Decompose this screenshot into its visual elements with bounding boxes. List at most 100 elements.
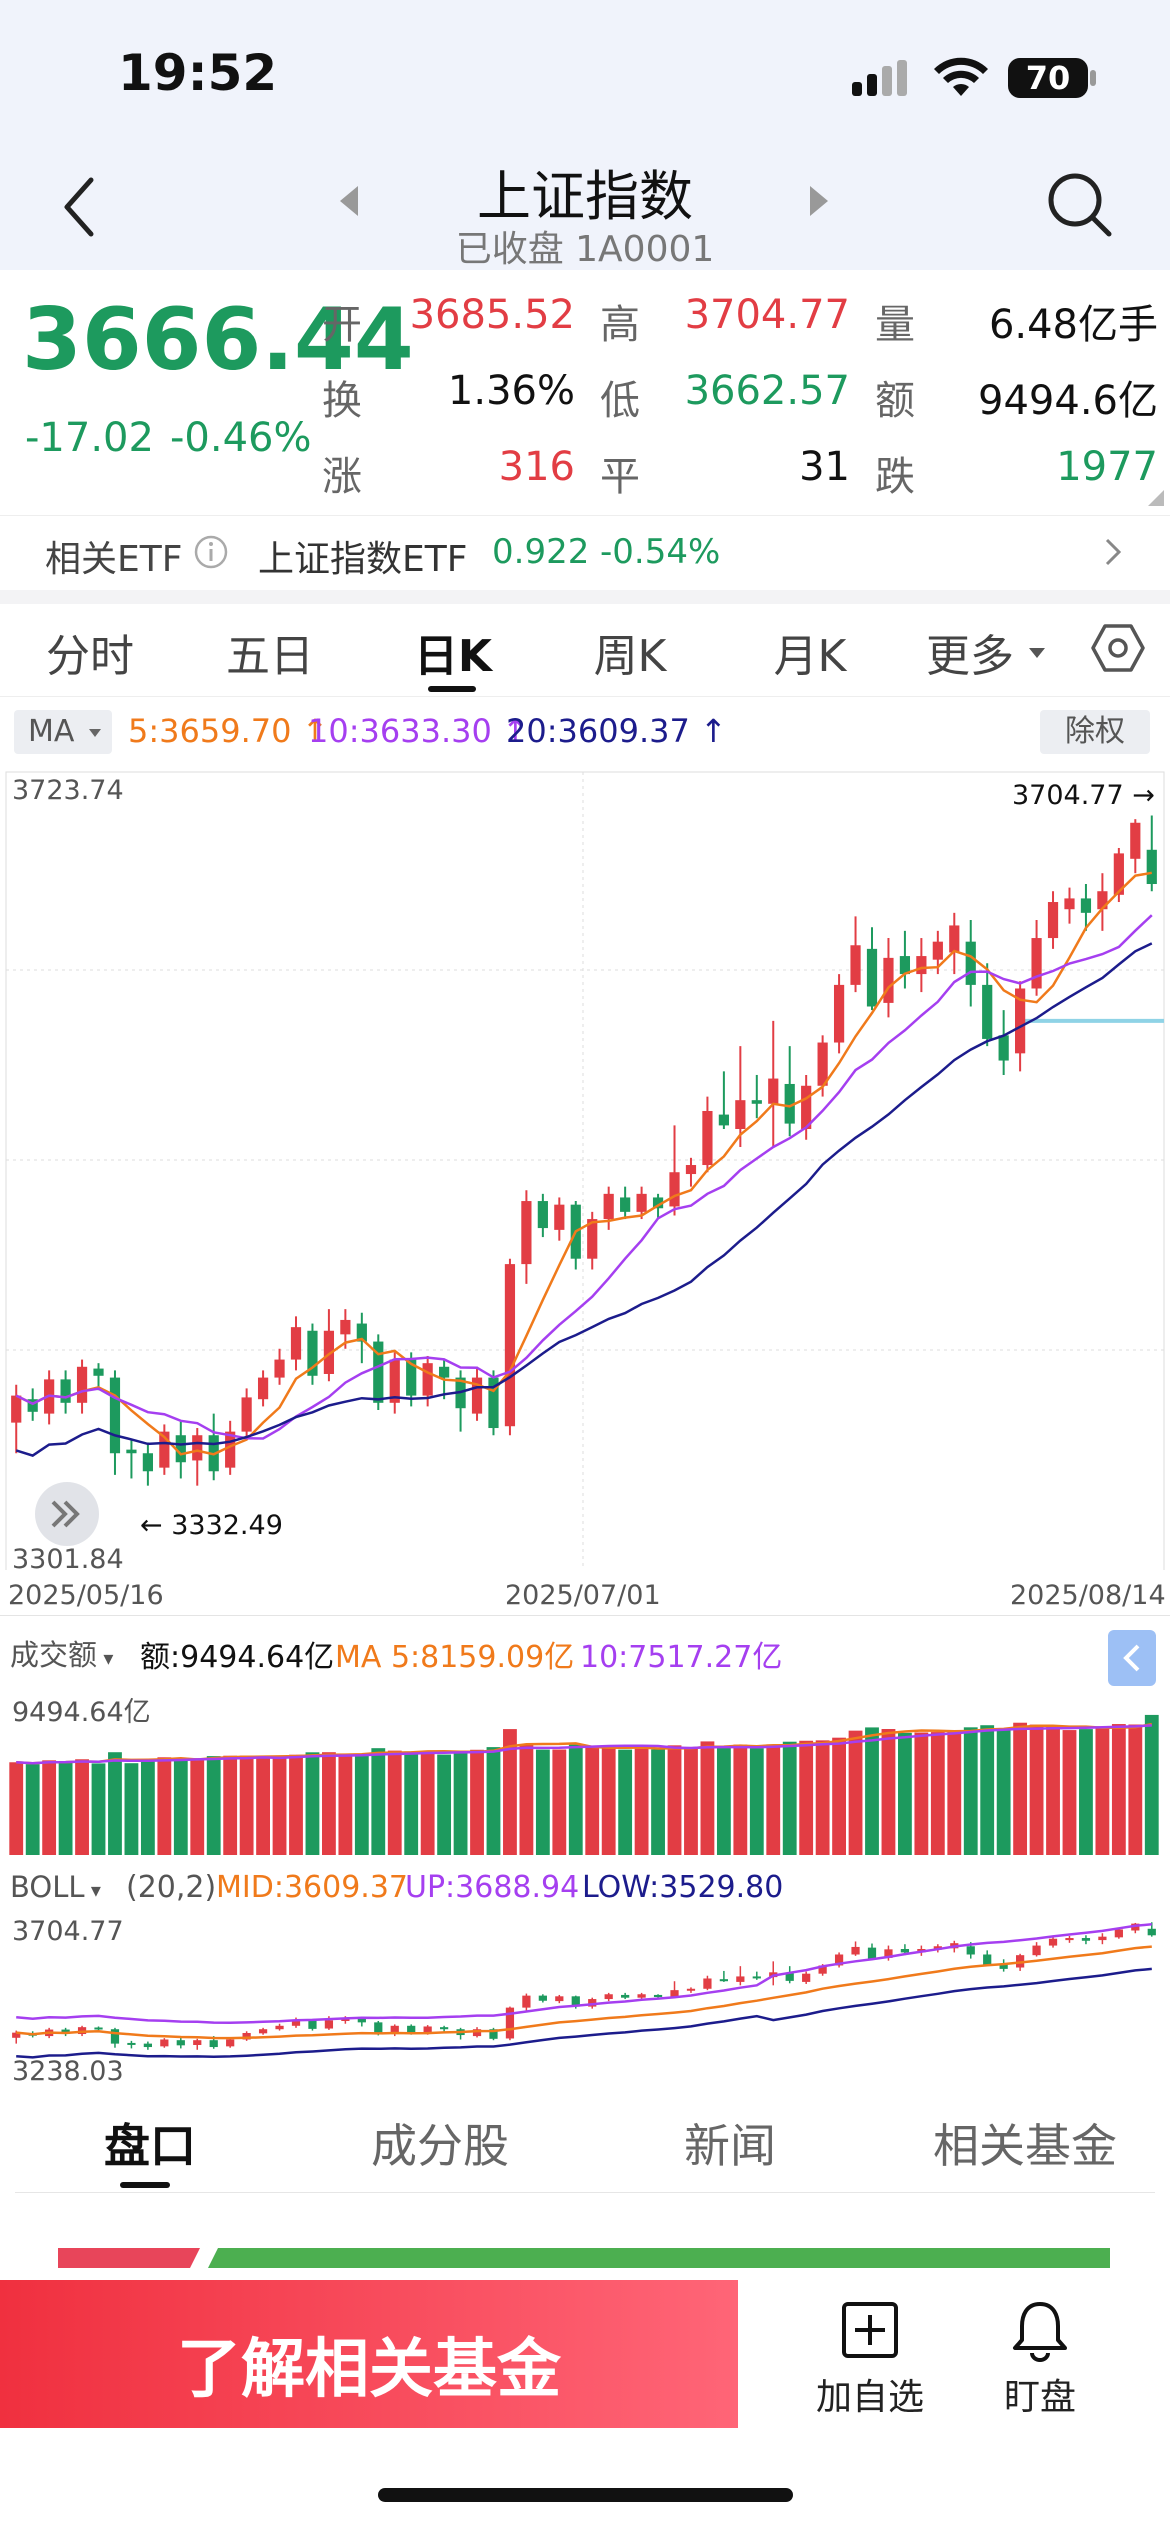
volume-chart xyxy=(9,1714,1159,1855)
volume-bar xyxy=(124,1763,139,1855)
volume-ma10: 10:7517.27亿 xyxy=(580,1640,783,1675)
tab-news[interactable]: 新闻 xyxy=(684,2119,776,2173)
boll-mid: MID:3609.37 xyxy=(216,1870,408,1905)
boll-low-line xyxy=(16,1967,1152,2059)
up-down-ratio-bar xyxy=(58,2248,1110,2268)
candle xyxy=(768,1078,779,1104)
chevron-right-icon[interactable] xyxy=(1103,536,1125,568)
ma10-line xyxy=(15,914,1153,1440)
kline-y-bottom: 3301.84 xyxy=(12,1544,124,1575)
boll-candle xyxy=(999,1964,1008,1969)
volume-bar xyxy=(980,1725,995,1855)
boll-candle xyxy=(193,2040,202,2045)
volume-bar xyxy=(173,1758,188,1855)
boll-candle xyxy=(472,2029,482,2037)
learn-funds-button[interactable]: 了解相关基金 xyxy=(0,2280,738,2428)
ma-selector[interactable]: MA xyxy=(14,710,112,754)
info-icon[interactable] xyxy=(193,534,229,570)
etf-label: 相关ETF xyxy=(45,539,183,580)
tab-daily-k[interactable]: 日K xyxy=(413,631,493,682)
tab-five-day[interactable]: 五日 xyxy=(226,631,314,682)
candle xyxy=(1064,898,1075,910)
candle xyxy=(504,1264,516,1427)
bell-icon xyxy=(1013,2302,1067,2362)
volume-bar xyxy=(157,1757,172,1855)
boll-candle xyxy=(1098,1936,1107,1941)
up-arrow-icon: ↑ xyxy=(491,712,529,750)
boll-candle xyxy=(390,2025,399,2035)
boll-candle xyxy=(324,2020,334,2029)
boll-candle xyxy=(160,2039,169,2047)
volume-bar xyxy=(470,1749,484,1855)
volume-bar xyxy=(667,1745,682,1855)
boll-candle xyxy=(489,2029,498,2039)
volume-bar xyxy=(305,1752,320,1855)
volume-bar xyxy=(947,1730,962,1855)
tab-intraday[interactable]: 分时 xyxy=(46,631,134,682)
boll-candle xyxy=(423,2026,432,2033)
prev-index-icon[interactable] xyxy=(336,184,362,218)
volume-bar xyxy=(618,1749,633,1855)
volume-selector[interactable]: 成交额 ▾ xyxy=(10,1638,114,1672)
volume-bar xyxy=(58,1761,73,1855)
label-volume: 量 xyxy=(875,302,915,348)
volume-bar xyxy=(651,1749,665,1855)
tab-related-funds[interactable]: 相关基金 xyxy=(933,2119,1117,2173)
volume-bar xyxy=(371,1748,386,1855)
boll-mid-line xyxy=(16,1945,1152,2040)
volume-bar xyxy=(322,1752,336,1855)
back-icon[interactable] xyxy=(55,172,105,242)
boll-candle xyxy=(867,1947,877,1959)
next-index-icon[interactable] xyxy=(806,184,832,218)
adjust-button[interactable]: 除权 xyxy=(1040,710,1150,754)
candle xyxy=(636,1193,647,1212)
boll-candle xyxy=(834,1954,844,1966)
settings-icon[interactable] xyxy=(1090,620,1146,676)
expand-chart-button[interactable] xyxy=(35,1482,99,1546)
kline-high-marker: 3704.77 → xyxy=(1012,780,1155,811)
boll-candle xyxy=(94,2027,103,2030)
search-icon[interactable] xyxy=(1045,170,1115,240)
label-up-count: 涨 xyxy=(322,454,362,500)
boll-candle xyxy=(1048,1938,1058,1946)
tab-order-book[interactable]: 盘口 xyxy=(104,2119,196,2173)
watch-button[interactable]: 盯盘 xyxy=(970,2300,1110,2420)
tab-monthly-k[interactable]: 月K xyxy=(773,631,847,682)
etf-row[interactable]: 相关ETF 上证指数ETF 0.922 -0.54% xyxy=(0,515,1170,587)
boll-selector[interactable]: BOLL ▾ xyxy=(10,1870,101,1904)
boll-candle xyxy=(752,1976,761,1979)
kline-chart[interactable] xyxy=(0,770,1170,1570)
candle xyxy=(471,1377,483,1414)
etf-price: 0.922 xyxy=(492,532,590,572)
candle xyxy=(603,1193,614,1220)
volume-bar xyxy=(782,1741,797,1855)
volume-bar xyxy=(190,1758,205,1855)
candle xyxy=(735,1100,746,1129)
tab-weekly-k[interactable]: 周K xyxy=(593,631,667,682)
boll-candle xyxy=(538,1995,547,2001)
boll-candle xyxy=(670,1990,679,1997)
volume-bar xyxy=(354,1755,369,1855)
candle xyxy=(241,1397,252,1432)
candle xyxy=(949,925,960,953)
tab-constituents[interactable]: 成分股 xyxy=(371,2119,509,2173)
collapse-panel-button[interactable] xyxy=(1108,1630,1156,1686)
boll-candle xyxy=(275,2025,284,2030)
volume-bar xyxy=(996,1729,1011,1855)
active-tab-indicator xyxy=(428,686,476,692)
arrow-left-icon: ← xyxy=(140,1510,172,1541)
label-turnover: 换 xyxy=(322,378,362,424)
add-watchlist-button[interactable]: 加自选 xyxy=(800,2300,940,2420)
boll-candle xyxy=(966,1946,975,1955)
candle xyxy=(801,1085,812,1129)
boll-candle xyxy=(1131,1923,1140,1931)
volume-bar xyxy=(387,1750,402,1855)
boll-candle xyxy=(703,1978,712,1989)
boll-candle xyxy=(851,1946,860,1955)
candle xyxy=(60,1379,71,1403)
page-title: 上证指数 xyxy=(477,165,693,228)
dropdown-triangle-icon xyxy=(1028,645,1046,659)
tab-more[interactable]: 更多 xyxy=(926,631,1014,682)
boll-candle xyxy=(127,2042,136,2045)
nav-header: 上证指数 已收盘 1A0001 xyxy=(0,150,1170,270)
